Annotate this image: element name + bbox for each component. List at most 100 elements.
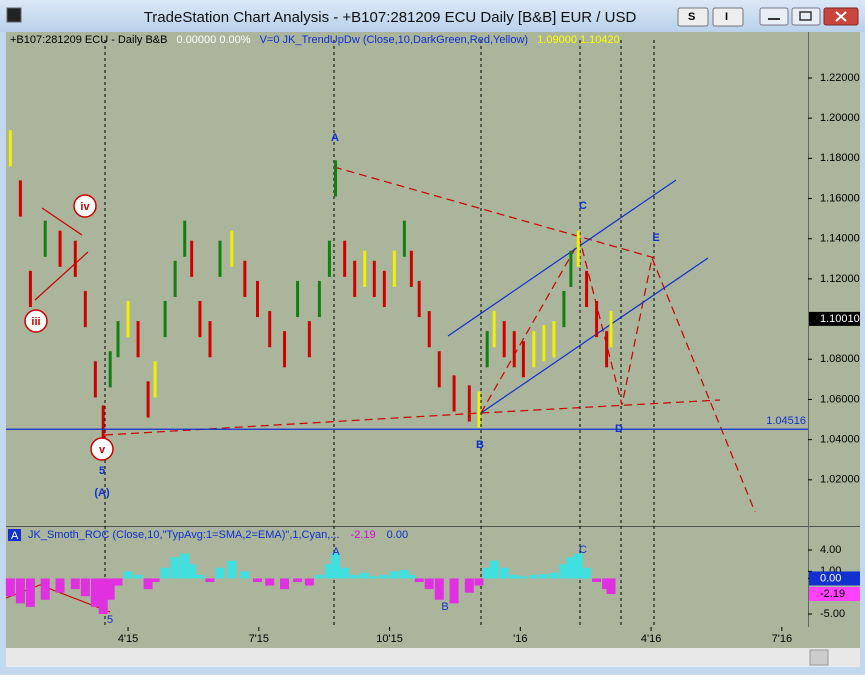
roc-bar bbox=[133, 574, 143, 579]
roc-bar bbox=[449, 578, 459, 604]
roc-bar bbox=[314, 574, 324, 579]
roc-bar bbox=[80, 578, 90, 597]
wave-label: iii bbox=[31, 316, 40, 328]
y-tick-label: 1.06000 bbox=[820, 393, 860, 405]
wave-label: (A) bbox=[94, 487, 110, 499]
roc-bar bbox=[566, 557, 576, 579]
wave-label: iv bbox=[80, 201, 90, 213]
pane-icon-label: A bbox=[11, 530, 19, 542]
roc-bar bbox=[414, 578, 424, 583]
wave-label: 5 bbox=[99, 465, 105, 477]
roc-bar bbox=[25, 578, 35, 607]
roc-bar bbox=[215, 567, 225, 579]
y-tick-label: 1.02000 bbox=[820, 474, 860, 486]
scroll-thumb[interactable] bbox=[809, 649, 829, 666]
x-tick-label: 7'15 bbox=[249, 633, 269, 645]
x-tick-label: '16 bbox=[513, 633, 527, 645]
roc-bar bbox=[170, 557, 180, 579]
wave-circle bbox=[73, 194, 97, 218]
roc-bar bbox=[55, 578, 65, 593]
roc-bar bbox=[573, 553, 583, 579]
roc-bar bbox=[559, 564, 569, 579]
roc-bar bbox=[399, 569, 409, 579]
roc-bar bbox=[227, 560, 237, 579]
roc-bar bbox=[113, 578, 123, 586]
roc-title: JK_Smoth_ROC (Close,10,"TypAvg:1=SMA,2=E… bbox=[28, 529, 339, 541]
roc-bar bbox=[180, 553, 190, 579]
minimize-button[interactable] bbox=[759, 7, 789, 26]
indicator-pane bbox=[6, 527, 860, 627]
roc-bar bbox=[252, 578, 262, 583]
wave-label: E bbox=[652, 232, 659, 244]
roc-bar bbox=[509, 574, 519, 579]
roc-bar bbox=[195, 574, 205, 579]
y-tick-label: 1.16000 bbox=[820, 192, 860, 204]
y-tick-label: 1.08000 bbox=[820, 353, 860, 365]
wave-label: B bbox=[476, 439, 484, 451]
last-price-box bbox=[809, 311, 860, 326]
x-tick-label: 10'15 bbox=[376, 633, 403, 645]
pane-icon[interactable] bbox=[8, 529, 21, 541]
roc-wave-label: 5 bbox=[107, 614, 113, 626]
wave-label: C bbox=[579, 200, 587, 212]
x-tick-label: 4'16 bbox=[641, 633, 661, 645]
roc-bar bbox=[350, 574, 360, 579]
wave-circle bbox=[24, 309, 48, 333]
roc-bar bbox=[360, 572, 370, 579]
roc-bar bbox=[5, 578, 15, 597]
roc-header: JK_Smoth_ROC (Close,10,"TypAvg:1=SMA,2=E… bbox=[28, 529, 408, 541]
last-price-label: 1.10010 bbox=[820, 313, 860, 325]
wave-label: D bbox=[615, 423, 623, 435]
roc-bar bbox=[499, 567, 509, 579]
roc-bar bbox=[340, 567, 350, 579]
wave-lines bbox=[5, 166, 756, 613]
roc-bar bbox=[331, 553, 341, 579]
roc-bar bbox=[98, 578, 108, 614]
x-tick-label: 7'16 bbox=[772, 633, 792, 645]
roc-bar bbox=[90, 578, 100, 607]
roc-bar bbox=[539, 574, 549, 579]
roc-zero-label: 0.00 bbox=[820, 572, 841, 584]
roc-bar bbox=[464, 578, 474, 593]
cycle-lines bbox=[104, 40, 655, 627]
roc-bar bbox=[293, 578, 303, 583]
roc-bar bbox=[304, 578, 314, 586]
roc-bar bbox=[280, 578, 290, 590]
y-tick-label: 1.22000 bbox=[820, 72, 860, 84]
i-button-label: I bbox=[725, 11, 728, 23]
scrollbar[interactable] bbox=[6, 648, 860, 667]
y-tick-label: 1.12000 bbox=[820, 273, 860, 285]
wave-circle bbox=[90, 437, 114, 461]
y-tick-label: 1.04000 bbox=[820, 434, 860, 446]
maximize-button[interactable] bbox=[791, 7, 821, 26]
roc-wave-label: B bbox=[441, 601, 448, 613]
i-button[interactable] bbox=[712, 7, 744, 27]
roc-bar bbox=[205, 578, 215, 583]
s-button[interactable] bbox=[677, 7, 709, 27]
roc-bar bbox=[123, 571, 133, 579]
roc-bar bbox=[389, 571, 399, 579]
roc-last: -2.19 bbox=[351, 529, 376, 541]
wave-label: v bbox=[99, 444, 106, 456]
date-axis bbox=[6, 627, 860, 648]
y-tick-label: 1.20000 bbox=[820, 112, 860, 124]
roc-bar bbox=[40, 578, 50, 600]
roc-bar bbox=[482, 567, 492, 579]
indicator-name: V=0 JK_TrendUpDw (Close,10,DarkGreen,Red… bbox=[260, 34, 529, 46]
app-icon bbox=[6, 7, 22, 23]
y-tick-label: -5.00 bbox=[820, 608, 845, 620]
roc-bar bbox=[406, 574, 416, 579]
change: 0.00000 0.00% bbox=[177, 34, 251, 46]
roc-last-label: -2.19 bbox=[820, 588, 845, 600]
roc-bar bbox=[324, 564, 334, 579]
support-label: 1.04516 bbox=[766, 415, 806, 427]
roc-bar bbox=[187, 564, 197, 579]
roc-last-box bbox=[809, 587, 860, 602]
window-title: TradeStation Chart Analysis - +B107:2812… bbox=[144, 9, 637, 26]
x-tick-label: 4'15 bbox=[118, 633, 138, 645]
roc-bar bbox=[160, 567, 170, 579]
roc-bar bbox=[489, 560, 499, 579]
y-tick-label: 1.18000 bbox=[820, 152, 860, 164]
roc-zero-box bbox=[809, 571, 860, 586]
